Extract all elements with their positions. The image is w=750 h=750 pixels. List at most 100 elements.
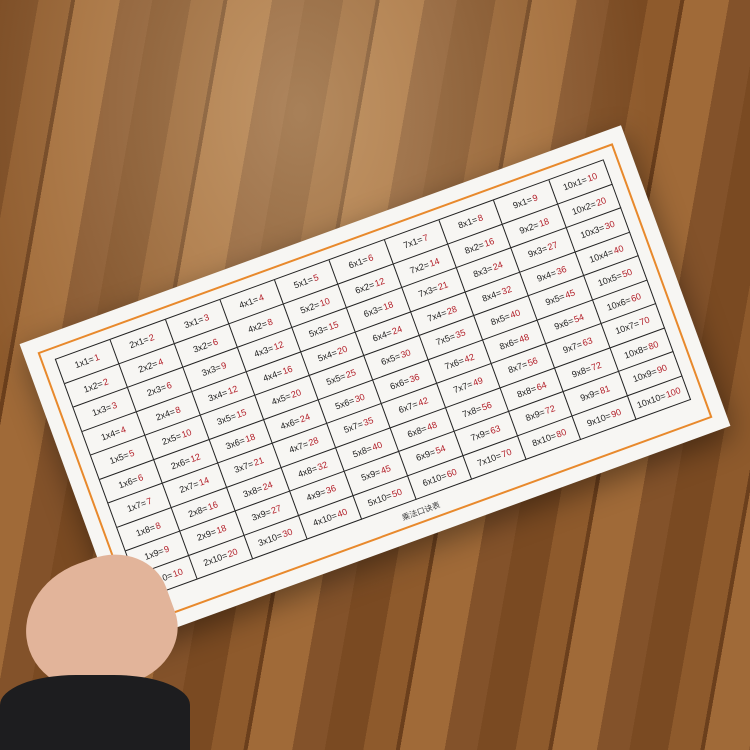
cell-result: 12 <box>373 275 386 289</box>
cell-result: 80 <box>646 338 660 352</box>
cell-expression: 9x5= <box>544 291 567 308</box>
cell-result: 18 <box>215 523 228 536</box>
cell-result: 15 <box>327 319 340 333</box>
cell-expression: 2x1= <box>128 334 151 351</box>
cell-expression: 8x10= <box>530 430 558 449</box>
cell-expression: 2x6= <box>169 454 192 472</box>
cell-expression: 1x1= <box>73 354 96 371</box>
cell-result: 20 <box>335 343 349 357</box>
cell-expression: 5x5= <box>325 371 348 388</box>
cell-expression: 5x1= <box>292 274 315 291</box>
cell-expression: 4x1= <box>237 294 260 311</box>
cell-expression: 4x10= <box>311 510 339 528</box>
cell-result: 10 <box>180 427 194 441</box>
cell-expression: 2x9= <box>195 526 218 543</box>
cell-expression: 3x4= <box>206 387 229 404</box>
cell-result: 90 <box>609 406 623 420</box>
cell-expression: 7x1= <box>402 234 425 251</box>
cell-expression: 4x5= <box>270 391 293 408</box>
cell-expression: 10x3= <box>579 222 606 241</box>
cell-result: 27 <box>269 503 283 516</box>
cell-result: 16 <box>206 499 220 512</box>
cell-expression: 9x7= <box>561 339 584 356</box>
cell-result: 15 <box>234 407 248 421</box>
cell-expression: 10x6= <box>605 294 633 313</box>
cell-result: 70 <box>500 446 513 460</box>
cell-expression: 3x9= <box>250 506 273 524</box>
cell-expression: 9x3= <box>526 243 549 260</box>
cell-result: 56 <box>480 399 494 413</box>
cell-result: 40 <box>612 242 625 256</box>
cell-result: 24 <box>261 479 274 492</box>
cell-expression: 7x9= <box>469 427 492 444</box>
cell-expression: 3x5= <box>215 411 238 428</box>
cell-result: 60 <box>445 466 459 480</box>
cell-result: 40 <box>370 439 384 453</box>
cell-result: 16 <box>482 235 496 249</box>
cell-result: 54 <box>572 311 586 325</box>
cell-expression: 4x4= <box>261 367 284 384</box>
cell-expression: 4x2= <box>246 318 269 335</box>
cell-expression: 6x1= <box>347 254 370 271</box>
cell-result: 36 <box>554 263 568 277</box>
cell-result: 30 <box>603 218 617 232</box>
cell-expression: 6x9= <box>414 447 437 464</box>
cell-expression: 2x2= <box>136 358 159 375</box>
cell-result: 10 <box>318 295 332 309</box>
cell-expression: 10x9= <box>631 366 659 385</box>
cell-expression: 2x7= <box>178 478 201 496</box>
cell-expression: 3x1= <box>182 314 205 331</box>
cell-result: 12 <box>188 451 202 464</box>
cell-expression: 7x10= <box>475 450 503 469</box>
cell-expression: 4x3= <box>252 343 275 360</box>
cell-result: 30 <box>399 347 413 361</box>
cell-expression: 1x6= <box>116 474 139 491</box>
cell-expression: 1x2= <box>82 378 105 395</box>
cell-result: 30 <box>353 391 367 405</box>
cell-expression: 7x8= <box>460 403 483 420</box>
cell-result: 60 <box>629 290 643 304</box>
cell-expression: 5x4= <box>316 347 339 364</box>
cell-expression: 1x5= <box>108 450 131 467</box>
sleeve <box>0 675 190 750</box>
cell-expression: 6x2= <box>353 279 376 296</box>
cell-result: 40 <box>335 506 349 520</box>
cell-result: 42 <box>462 351 476 365</box>
cell-expression: 8x8= <box>515 383 538 400</box>
cell-result: 63 <box>488 423 502 437</box>
cell-result: 40 <box>508 307 522 321</box>
cell-expression: 7x5= <box>434 331 457 348</box>
cell-expression: 2x4= <box>154 406 177 423</box>
cell-expression: 2x3= <box>145 382 168 399</box>
cell-result: 72 <box>589 359 603 373</box>
cell-result: 16 <box>281 363 294 377</box>
cell-result: 32 <box>315 459 329 473</box>
cell-expression: 5x3= <box>307 323 330 340</box>
cell-result: 90 <box>655 362 669 376</box>
cell-expression: 7x6= <box>443 355 466 372</box>
cell-expression: 8x5= <box>489 311 512 328</box>
cell-result: 12 <box>226 383 240 397</box>
cell-expression: 7x4= <box>425 307 448 324</box>
cell-result: 14 <box>427 255 441 269</box>
cell-expression: 10x10= <box>635 390 667 411</box>
cell-result: 70 <box>638 314 652 328</box>
cell-expression: 8x9= <box>524 407 547 424</box>
cell-result: 35 <box>454 327 467 341</box>
cell-expression: 10x5= <box>596 270 624 289</box>
cell-expression: 10x7= <box>614 318 641 337</box>
cell-result: 80 <box>554 426 568 440</box>
cell-result: 56 <box>526 355 540 369</box>
cell-expression: 9x9= <box>579 387 602 404</box>
cell-result: 20 <box>594 194 608 208</box>
cell-expression: 3x10= <box>256 529 284 548</box>
cell-expression: 1x7= <box>125 497 148 515</box>
cell-result: 48 <box>425 419 439 433</box>
cell-expression: 4x7= <box>287 439 310 456</box>
cell-result: 24 <box>390 323 404 337</box>
cell-expression: 4x6= <box>278 415 301 432</box>
cell-expression: 8x4= <box>480 287 503 304</box>
cell-result: 24 <box>298 411 312 425</box>
cell-result: 36 <box>408 371 421 385</box>
cell-expression: 1x8= <box>134 521 157 539</box>
